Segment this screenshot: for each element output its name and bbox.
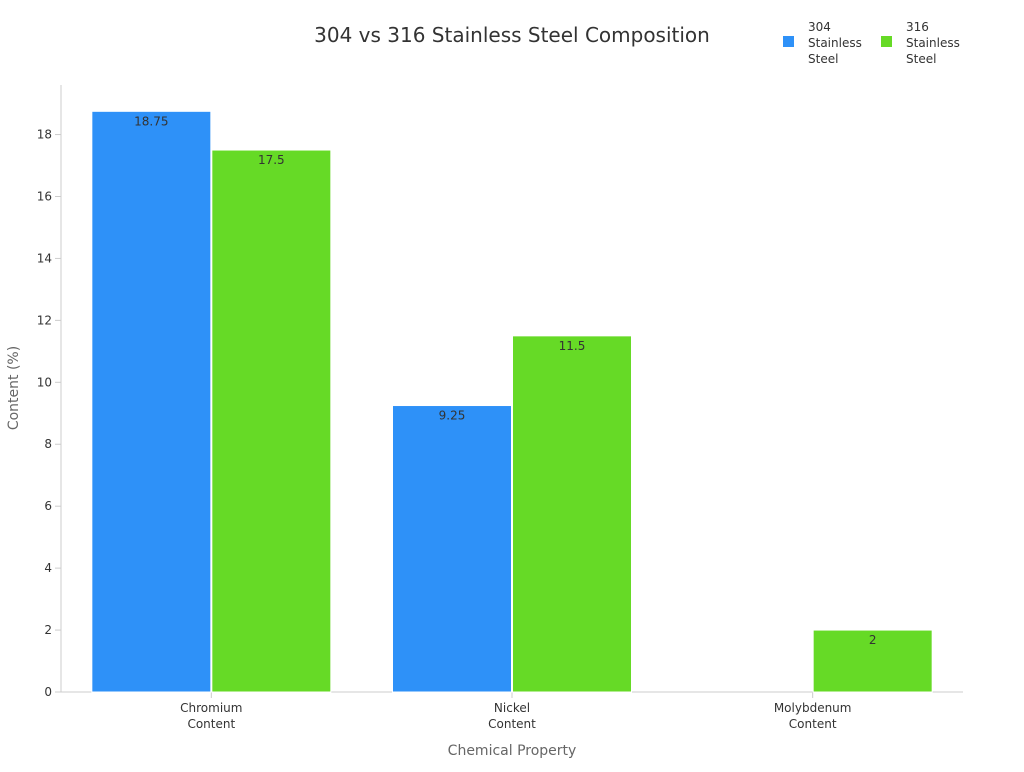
y-tick-label: 18 [37,128,52,142]
x-tick-label: Nickel Content [488,701,536,731]
x-axis-title: Chemical Property [448,743,577,759]
bar-0-0 [91,110,212,693]
legend: 304 Stainless Steel 316 Stainless Steel [783,20,960,66]
legend-label: 316 Stainless Steel [906,20,960,66]
chart-title: 304 vs 316 Stainless Steel Composition [314,23,710,47]
data-label: 11.5 [559,339,586,353]
y-tick-label: 2 [44,623,52,637]
y-tick-label: 16 [37,189,52,203]
data-label: 17.5 [258,153,285,167]
y-tick-label: 12 [37,313,52,327]
legend-item-1[interactable]: 316 Stainless Steel [881,20,960,66]
legend-label: 304 Stainless Steel [808,20,862,66]
x-tick-label: Molybdenum Content [774,701,852,731]
legend-swatch [783,36,794,47]
legend-swatch [881,36,892,47]
y-tick-label: 0 [44,685,52,699]
bar-0-1 [392,405,512,693]
x-tick-label: Chromium Content [180,701,242,731]
bar-labels-group: 18.75 17.5 9.25 11.5 2 [134,114,876,647]
data-label: 2 [869,633,877,647]
data-label: 18.75 [134,114,168,128]
y-tick-labels: 0 2 4 6 8 10 12 14 16 18 [37,128,52,699]
y-tick-label: 8 [44,437,52,451]
legend-item-0[interactable]: 304 Stainless Steel [783,20,862,66]
bars-group [91,110,933,693]
bar-1-2 [812,629,933,693]
y-tick-label: 6 [44,499,52,513]
data-label: 9.25 [439,409,466,423]
bar-1-0 [211,149,332,693]
y-tick-label: 10 [37,375,52,389]
y-tick-label: 4 [44,561,52,575]
x-tick-labels: Chromium Content Nickel Content Molybdenum Co… [180,701,851,731]
y-axis-title: Content (%) [6,346,22,430]
bar-1-1 [512,335,632,693]
y-tick-label: 14 [37,251,52,265]
